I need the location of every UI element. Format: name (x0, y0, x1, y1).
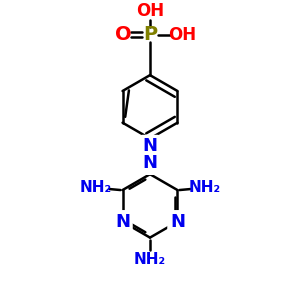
Text: O: O (115, 25, 132, 44)
Text: N: N (115, 213, 130, 231)
Text: N: N (170, 213, 185, 231)
Text: N: N (142, 154, 158, 172)
Text: N: N (142, 137, 158, 155)
Text: NH₂: NH₂ (80, 180, 112, 195)
Text: P: P (143, 25, 157, 44)
Text: OH: OH (136, 2, 164, 20)
Text: NH₂: NH₂ (134, 252, 166, 267)
Text: NH₂: NH₂ (188, 180, 220, 195)
Text: OH: OH (168, 26, 196, 44)
